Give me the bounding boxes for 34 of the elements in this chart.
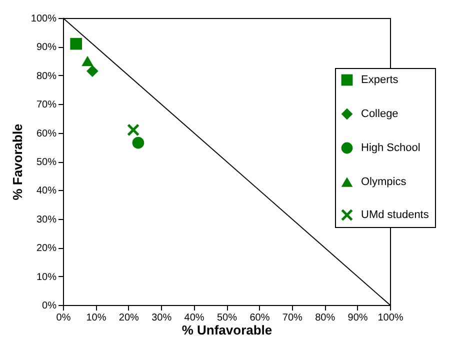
x-tick-label: 90% (348, 312, 368, 324)
point (132, 136, 144, 149)
x-axis-title: % Unfavorable (182, 322, 272, 338)
y-tick-label: 20% (36, 243, 57, 254)
y-axis-title: % Favorable (10, 124, 25, 200)
y-tick-label: 40% (36, 186, 57, 197)
legend-label: Experts (361, 74, 399, 86)
x-tick-label: 40% (184, 312, 204, 324)
x-tick-label: 10% (86, 312, 106, 324)
x-tick-label: 50% (216, 312, 238, 324)
point (70, 38, 82, 50)
y-tick-label: 10% (36, 272, 57, 283)
legend-label: Olympics (361, 176, 407, 188)
y-tick-label: 100% (30, 14, 57, 24)
point (86, 65, 98, 78)
legend-label: UMd students (361, 209, 430, 221)
x-tick-label: 70% (282, 312, 303, 324)
point (127, 124, 140, 136)
y-tick-label: 80% (36, 70, 57, 82)
x-tick-label: 20% (118, 312, 140, 324)
x-tick-label: 60% (250, 312, 270, 324)
legend-label: College (361, 108, 398, 120)
point (82, 56, 94, 66)
y-tick-label: 90% (36, 42, 57, 54)
x-tick-label: 30% (152, 312, 172, 324)
y-tick-label: 50% (36, 157, 57, 168)
y-tick-label: 70% (36, 100, 57, 111)
x-tick-label: 80% (315, 312, 336, 324)
y-tick-label: 60% (36, 128, 57, 140)
legend-label: High School (361, 142, 420, 154)
x-tick-label: 0% (56, 312, 71, 324)
y-tick-label: 30% (36, 214, 57, 226)
x-tick-label: 100% (378, 312, 404, 324)
y-tick-label: 0% (42, 300, 57, 312)
